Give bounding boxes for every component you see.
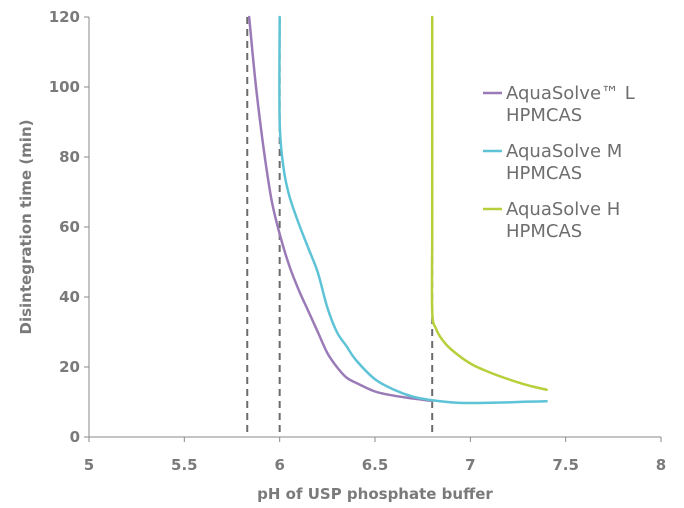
legend-label-0: AquaSolve™ L	[506, 83, 635, 104]
y-tick-label: 20	[59, 358, 80, 376]
y-tick-label: 0	[70, 428, 80, 446]
series-line-0	[247, 15, 434, 403]
y-tick-label: 60	[59, 218, 80, 236]
x-tick-label: 7	[465, 456, 475, 474]
x-tick-label: 8	[656, 456, 666, 474]
legend-label-0: HPMCAS	[506, 105, 582, 126]
plot-area	[246, 15, 548, 437]
y-tick-label: 40	[59, 288, 80, 306]
x-axis-title: pH of USP phosphate buffer	[257, 485, 493, 503]
y-tick-label: 80	[59, 148, 80, 166]
x-tick-label: 5	[84, 456, 94, 474]
series-line-2	[430, 15, 548, 391]
y-tick-label: 120	[49, 8, 80, 26]
x-tick-label: 6	[274, 456, 284, 474]
legend-label-1: HPMCAS	[506, 163, 582, 184]
x-tick-label: 7.5	[552, 456, 579, 474]
y-tick-label: 100	[49, 78, 80, 96]
y-axis-title: Disintegration time (min)	[17, 120, 35, 335]
legend-label-2: AquaSolve H	[506, 199, 620, 220]
series-line-1	[278, 15, 548, 405]
x-tick-label: 6.5	[362, 456, 389, 474]
legend-label-2: HPMCAS	[506, 221, 582, 242]
legend-label-1: AquaSolve M	[506, 141, 622, 162]
x-tick-label: 5.5	[171, 456, 198, 474]
